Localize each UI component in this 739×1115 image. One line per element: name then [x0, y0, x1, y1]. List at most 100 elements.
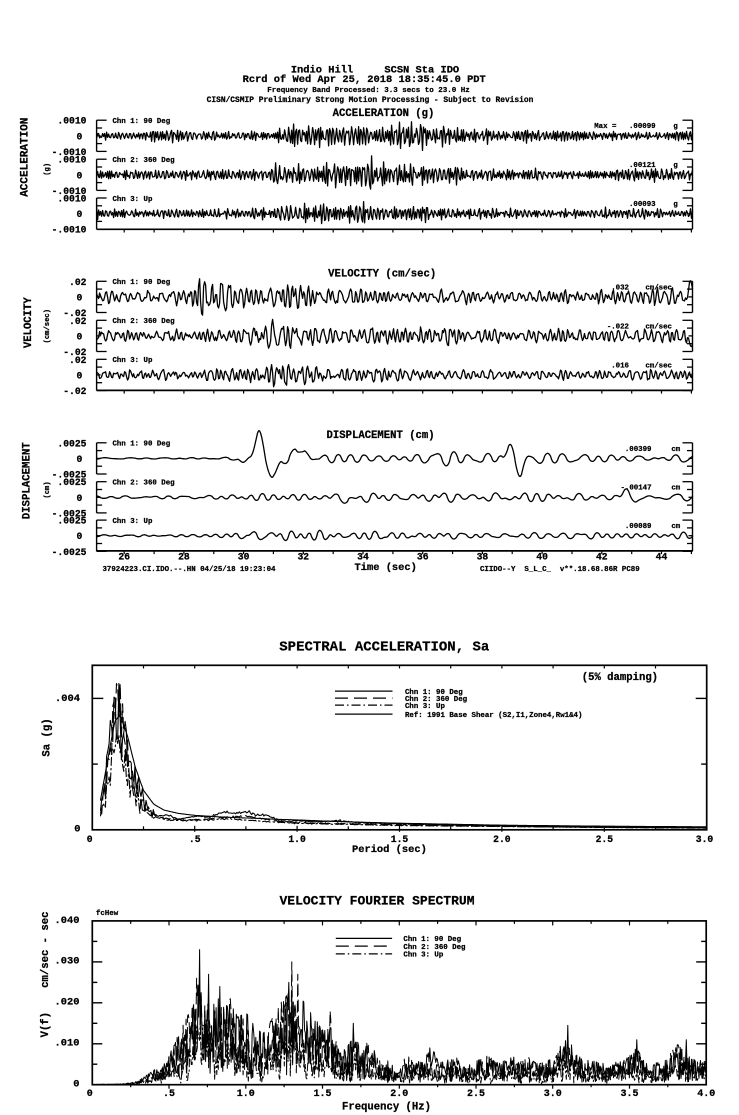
svg-text:.02: .02 — [69, 277, 87, 288]
svg-text:Chn 3: Up: Chn 3: Up — [113, 357, 153, 365]
svg-text:32: 32 — [297, 552, 309, 563]
svg-text:.00093: .00093 — [629, 201, 656, 209]
svg-text:CIIDO--Y S_L_C_ v**.18.68.86: CIIDO--Y S_L_C_ v**.18.68.86R PC89 — [480, 566, 640, 574]
svg-text:Ref: 1991 Base Shear (S2,I1,Zo: Ref: 1991 Base Shear (S2,I1,Zone4,Rw1&4) — [405, 712, 582, 720]
svg-text:-.02: -.02 — [63, 347, 86, 358]
svg-text:2.0: 2.0 — [493, 834, 511, 845]
svg-text:Chn 3: Up: Chn 3: Up — [405, 703, 445, 711]
svg-text:3.5: 3.5 — [620, 1089, 638, 1100]
svg-text:0: 0 — [73, 1079, 79, 1091]
svg-text:Chn 2: 360 Deg: Chn 2: 360 Deg — [113, 318, 176, 326]
svg-text:Period (sec): Period (sec) — [352, 844, 427, 856]
svg-text:2.5: 2.5 — [596, 834, 614, 845]
svg-text:.010: .010 — [55, 1038, 80, 1050]
svg-text:.0025: .0025 — [57, 477, 86, 488]
svg-text:0: 0 — [76, 209, 82, 220]
svg-text:g: g — [673, 201, 678, 209]
svg-text:-.00147: -.00147 — [620, 485, 651, 493]
svg-text:Chn 2: 360 Deg: Chn 2: 360 Deg — [113, 157, 176, 165]
svg-text:Frequency (Hz): Frequency (Hz) — [342, 1101, 431, 1113]
svg-text:37924223.CI.IDO.--.HN 04/25/18: 37924223.CI.IDO.--.HN 04/25/18 19:23:04 — [103, 566, 277, 574]
svg-text:42: 42 — [596, 552, 608, 563]
svg-text:.030: .030 — [55, 956, 80, 968]
svg-text:Chn 1: 90 Deg: Chn 1: 90 Deg — [113, 441, 171, 449]
svg-text:.0010: .0010 — [57, 194, 86, 205]
svg-text:Chn 1: 90 Deg: Chn 1: 90 Deg — [113, 118, 171, 126]
svg-text:0: 0 — [76, 454, 82, 465]
svg-text:Chn 2: 360 Deg: Chn 2: 360 Deg — [113, 480, 176, 488]
svg-text:0: 0 — [76, 370, 82, 381]
svg-text:40: 40 — [536, 552, 548, 563]
svg-text:-.0010: -.0010 — [52, 225, 87, 236]
svg-text:.02: .02 — [69, 316, 87, 327]
svg-text:0: 0 — [87, 1089, 93, 1100]
svg-text:0: 0 — [76, 331, 82, 342]
svg-text:.040: .040 — [55, 915, 80, 927]
svg-text:26: 26 — [118, 552, 130, 563]
svg-text:Time (sec): Time (sec) — [355, 562, 417, 574]
svg-text:.5: .5 — [163, 1089, 175, 1100]
svg-text:0: 0 — [76, 170, 82, 181]
svg-text:Chn 2: 360 Deg: Chn 2: 360 Deg — [405, 696, 468, 704]
svg-text:4.0: 4.0 — [697, 1089, 715, 1100]
svg-text:-.0010: -.0010 — [52, 147, 87, 158]
svg-text:cm/sec: cm/sec — [645, 323, 672, 331]
svg-text:cm: cm — [671, 523, 680, 531]
svg-text:(5% damping): (5% damping) — [582, 672, 658, 684]
svg-text:30: 30 — [238, 552, 250, 563]
svg-text:2.0: 2.0 — [390, 1089, 408, 1100]
svg-text:-.02: -.02 — [63, 308, 86, 319]
svg-text:cm/sec - sec: cm/sec - sec — [40, 912, 52, 988]
svg-text:Frequency Band Processed: 3.3: Frequency Band Processed: 3.3 secs to 23… — [267, 87, 470, 95]
svg-text:-.0025: -.0025 — [52, 470, 87, 481]
svg-text:g: g — [673, 162, 678, 170]
svg-text:(cm): (cm) — [44, 481, 52, 498]
svg-text:0: 0 — [76, 292, 82, 303]
svg-text:2.5: 2.5 — [467, 1089, 485, 1100]
svg-text:Indio Hill SCSN Sta IDO: Indio Hill SCSN Sta IDO — [291, 64, 459, 76]
svg-text:.5: .5 — [189, 834, 201, 845]
svg-text:cm/sec: cm/sec — [645, 284, 672, 292]
svg-text:VELOCITY FOURIER SPECTRUM: VELOCITY FOURIER SPECTRUM — [279, 893, 474, 908]
svg-text:V(f): V(f) — [40, 1012, 52, 1037]
svg-text:.00099: .00099 — [629, 123, 656, 131]
svg-text:Sa (g): Sa (g) — [41, 718, 53, 756]
svg-text:1.5: 1.5 — [391, 834, 409, 845]
svg-text:.0025: .0025 — [57, 516, 86, 527]
svg-text:-.022: -.022 — [607, 323, 629, 331]
svg-text:.00089: .00089 — [625, 523, 652, 531]
svg-text:VELOCITY (cm/sec): VELOCITY (cm/sec) — [328, 268, 436, 280]
svg-text:cm: cm — [671, 446, 680, 454]
svg-text:Chn 3: Up: Chn 3: Up — [403, 952, 443, 960]
svg-text:.0010: .0010 — [57, 155, 86, 166]
svg-text:CISN/CSMIP Preliminary Strong: CISN/CSMIP Preliminary Strong Motion Pro… — [207, 96, 534, 105]
svg-text:.020: .020 — [55, 997, 80, 1009]
svg-text:.0025: .0025 — [57, 438, 86, 449]
svg-text:38: 38 — [477, 552, 489, 563]
svg-text:36: 36 — [417, 552, 429, 563]
svg-text:28: 28 — [178, 552, 190, 563]
svg-text:.032: .032 — [611, 284, 629, 292]
svg-text:.016: .016 — [611, 362, 629, 370]
svg-text:34: 34 — [357, 552, 369, 563]
svg-text:-.0025: -.0025 — [52, 508, 87, 519]
svg-text:Chn 3: Up: Chn 3: Up — [113, 518, 153, 526]
svg-text:ACCELERATION: ACCELERATION — [19, 118, 31, 197]
svg-text:cm/sec: cm/sec — [645, 362, 672, 370]
svg-text:VELOCITY: VELOCITY — [23, 297, 35, 349]
svg-text:(g): (g) — [44, 163, 52, 176]
svg-text:3.0: 3.0 — [544, 1089, 562, 1100]
svg-text:Chn 1: 90 Deg: Chn 1: 90 Deg — [403, 936, 461, 944]
svg-text:.0010: .0010 — [57, 116, 86, 127]
svg-text:cm: cm — [671, 485, 680, 493]
svg-text:Chn 3: Up: Chn 3: Up — [113, 196, 153, 204]
svg-text:-.0025: -.0025 — [52, 547, 87, 558]
svg-text:-.0010: -.0010 — [52, 186, 87, 197]
svg-text:.00399: .00399 — [625, 446, 652, 454]
svg-text:.004: .004 — [55, 693, 80, 705]
svg-text:0: 0 — [76, 531, 82, 542]
svg-text:Rcrd of Wed Apr 25, 2018 18:35: Rcrd of Wed Apr 25, 2018 18:35:45.0 PDT — [243, 74, 486, 86]
svg-text:Chn 1: 90 Deg: Chn 1: 90 Deg — [405, 689, 463, 697]
svg-text:Chn 2: 360 Deg: Chn 2: 360 Deg — [403, 944, 466, 952]
svg-text:1.0: 1.0 — [288, 834, 306, 845]
